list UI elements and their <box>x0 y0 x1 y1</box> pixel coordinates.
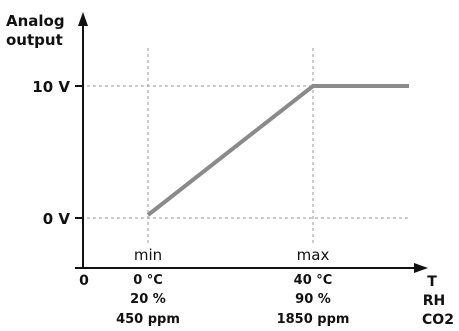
x-axis-title-humidity: RH <box>423 293 446 309</box>
y-tick-label-0v: 0 V <box>43 210 71 228</box>
y-tick-label-10v: 10 V <box>32 78 70 96</box>
x-min-label: min <box>134 246 162 264</box>
origin-label: 0 <box>79 273 89 289</box>
max-value-co2: 1850 ppm <box>277 312 350 327</box>
output-curve <box>146 84 409 217</box>
y-axis-arrow-icon <box>78 12 88 26</box>
x-axis-title-temperature: T <box>427 274 437 290</box>
max-value-humidity: 90 % <box>295 292 331 307</box>
max-value-temperature: 40 °C <box>294 273 333 288</box>
x-axis-title-co2: CO2 <box>422 312 454 328</box>
min-value-temperature: 0 °C <box>133 273 163 288</box>
y-axis-title-line2: output <box>6 31 63 49</box>
x-max-label: max <box>297 246 330 264</box>
x-axis-arrow-icon <box>414 263 428 273</box>
min-value-humidity: 20 % <box>130 292 166 307</box>
min-value-co2: 450 ppm <box>116 312 180 327</box>
y-axis-title-line1: Analog <box>6 12 65 30</box>
